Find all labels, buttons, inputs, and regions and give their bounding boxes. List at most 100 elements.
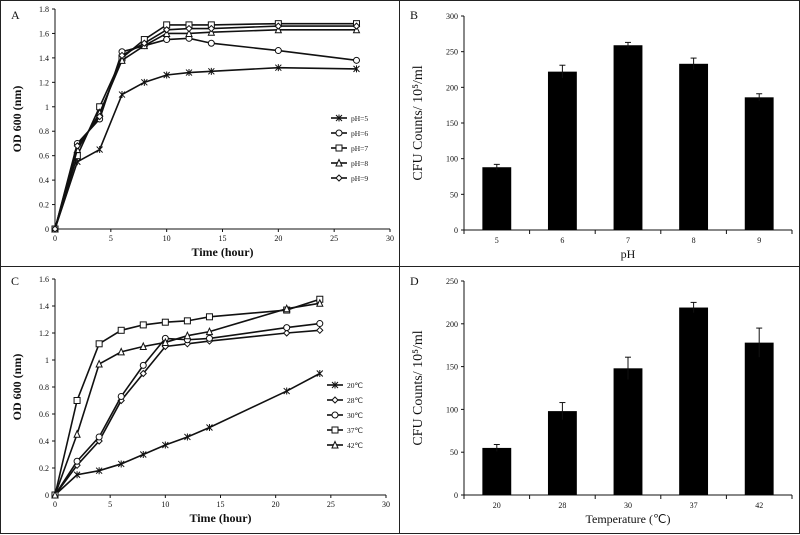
chart-c-y-tick-label: 0.8 <box>39 383 49 392</box>
chart-c-legend-marker <box>331 426 339 434</box>
chart-c-data-point <box>205 313 213 321</box>
chart-c-data-point <box>117 392 125 400</box>
chart-c-y-tick-label: 0.2 <box>39 464 49 473</box>
chart-a-legend: pH=5 pH=6 pH=7 pH=8 pH=9 <box>331 114 368 183</box>
chart-c-data-point <box>316 326 324 335</box>
chart-a-data-point <box>207 24 216 33</box>
chart-d-y-tick-label: 0 <box>454 491 458 500</box>
chart-c-y-tick-label: 0.4 <box>39 437 49 446</box>
chart-c-data-point <box>73 457 81 465</box>
chart-a-data-point <box>140 39 149 47</box>
chart-c-data-point <box>51 490 59 499</box>
chart-c-data-point <box>117 460 125 468</box>
chart-a-x-tick-label: 5 <box>109 234 113 243</box>
chart-c-data-point <box>183 317 191 325</box>
chart-a-data-point <box>274 47 282 55</box>
chart-c-data-point <box>139 321 147 329</box>
chart-d-x-tick-label: 42 <box>755 501 763 510</box>
chart-c-series-line <box>54 298 321 496</box>
chart-a-x-tick-label: 20 <box>274 234 282 243</box>
chart-d-x-tick-label: 37 <box>690 501 698 510</box>
chart-d-bar <box>482 447 512 495</box>
chart-c-series-line <box>54 372 321 496</box>
chart-c-series-line <box>54 322 320 496</box>
chart-a-legend-label: pH=8 <box>351 159 368 168</box>
chart-d-error-bar <box>559 402 566 420</box>
chart-d-x-axis-title: Temperature (℃) <box>586 512 671 526</box>
chart-a-x-axis-title: Time (hour) <box>191 245 253 259</box>
chart-c-data-point <box>117 326 125 334</box>
chart-b-error-bar <box>756 93 763 101</box>
chart-a-y-axis-title: OD 600 (nm) <box>10 86 24 153</box>
chart-c-y-tick-label: 1 <box>45 356 49 365</box>
chart-a-data-point <box>353 56 360 64</box>
chart-c-data-point <box>161 337 170 346</box>
chart-a-x-tick-label: 0 <box>53 234 57 243</box>
chart-d-error-bar <box>690 301 697 313</box>
chart-c-data-point <box>205 326 214 336</box>
chart-b-y-axis-title: CFU Counts/ 10⁵/ml <box>411 65 426 180</box>
chart-a-x-tick-label: 15 <box>219 234 227 243</box>
panel-d-letter: D <box>410 274 419 288</box>
chart-c-data-point <box>161 441 169 449</box>
chart-c-data-point <box>282 329 291 337</box>
chart-c-legend: 20℃ 28℃ 30℃ 37℃ 42℃ <box>327 381 364 450</box>
chart-c-x-tick-label: 15 <box>217 500 225 509</box>
chart-c-x-tick-label: 10 <box>161 500 169 509</box>
chart-b-bar <box>679 63 709 230</box>
panel-a-growth-ph: 0 0.2 0.4 0.6 0.8 1 1.2 1.4 1.6 1.8 0 5 10 15 20 25 30 Ti… <box>0 0 400 267</box>
chart-c-legend-label: 42℃ <box>347 441 364 450</box>
chart-a-data-point <box>162 26 171 34</box>
chart-c-x-tick-label: 5 <box>108 500 112 509</box>
chart-c-legend-marker <box>331 411 339 419</box>
chart-c-y-tick-label: 0 <box>45 491 49 500</box>
chart-b-y-tick-label: 200 <box>446 83 458 92</box>
chart-c-x-axis-title: Time (hour) <box>189 511 251 525</box>
chart-c-legend-marker <box>331 381 339 389</box>
chart-a-data-point <box>118 91 126 99</box>
chart-c-y-tick-label: 1.2 <box>39 329 49 338</box>
chart-b-error-bar <box>690 57 697 70</box>
chart-b-x-tick-label: 7 <box>626 236 630 245</box>
chart-c-data-point <box>139 361 147 369</box>
chart-c-data-point <box>206 424 213 431</box>
chart-a-data-point <box>96 146 104 154</box>
chart-c-data-point <box>117 347 125 356</box>
chart-c-y-tick-label: 0.6 <box>39 410 49 419</box>
chart-c-series-5 <box>51 298 324 499</box>
chart-d-y-tick-label: 250 <box>446 277 458 286</box>
chart-a-data-point <box>207 39 215 47</box>
chart-c-data-point <box>73 397 81 404</box>
chart-b-y-tick-label: 150 <box>446 119 458 128</box>
chart-c-data-point <box>95 433 103 441</box>
chart-a-y-tick-label: 1.8 <box>39 5 49 14</box>
chart-d-x-tick-label: 30 <box>624 501 632 510</box>
chart-c-legend-label: 20℃ <box>347 381 364 390</box>
chart-c-series-line <box>54 302 320 496</box>
chart-c-data-point <box>205 334 213 342</box>
chart-a-data-point <box>51 225 59 233</box>
chart-a-x-tick-label: 25 <box>330 234 338 243</box>
chart-a-data-point <box>207 67 215 75</box>
chart-d-y-tick-label: 150 <box>446 363 458 372</box>
chart-a-y-tick-label: 0 <box>45 225 49 234</box>
chart-a-data-point <box>140 78 148 86</box>
chart-a-y-tick-label: 0.8 <box>39 127 49 136</box>
chart-a-legend-label: pH=6 <box>351 129 368 138</box>
chart-a-series-4 <box>51 25 361 233</box>
chart-d-bar <box>613 368 643 495</box>
chart-d-error-bar <box>625 356 631 380</box>
chart-c-series-4 <box>51 295 324 499</box>
chart-c-legend-marker <box>331 396 339 404</box>
chart-a-x-tick-label: 30 <box>386 234 394 243</box>
chart-b-svg: 0 50 100 150 200 250 300 5 6 7 8 9 pH CFU Counts/ 10⁵… <box>411 12 793 261</box>
chart-a-data-point <box>274 64 282 72</box>
chart-a-y-tick-label: 0.4 <box>39 176 49 185</box>
chart-c-data-point <box>183 331 192 340</box>
chart-a-legend-marker <box>335 174 343 182</box>
chart-b-bar <box>744 97 774 230</box>
chart-a-data-point <box>95 112 104 121</box>
chart-a-data-point <box>163 36 171 44</box>
chart-c-svg: 0 0.2 0.4 0.6 0.8 1 1.2 1.4 1.6 0 5 10 15 20 25 30 Time … <box>10 275 390 525</box>
chart-c-legend-label: 28℃ <box>347 396 364 405</box>
